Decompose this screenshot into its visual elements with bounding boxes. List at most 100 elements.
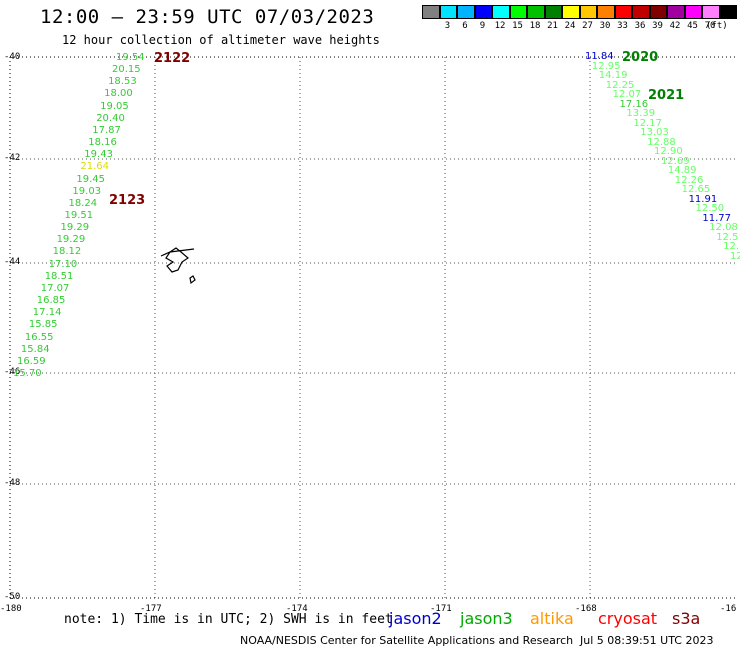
wave-height-value: 13.39 — [626, 108, 656, 120]
wave-height-value: 17.16 — [619, 98, 649, 110]
wave-height-value: 12. — [723, 241, 739, 253]
wave-height-value: 11.91 — [688, 193, 718, 205]
color-legend-swatch — [474, 5, 492, 19]
wave-height-value: 15.70 — [13, 368, 42, 379]
wave-height-value: 17.10 — [48, 258, 78, 270]
color-legend-label: 24 — [564, 21, 576, 31]
color-legend-label: 15 — [512, 21, 523, 31]
color-legend-swatch — [509, 5, 527, 19]
wave-height-value: 19.43 — [84, 149, 113, 161]
color-legend-swatch — [684, 5, 702, 19]
wave-height-value: 17.07 — [40, 282, 70, 294]
color-legend-swatch — [544, 5, 562, 19]
color-legend-label: 18 — [529, 21, 541, 31]
pass-label: 2021 — [648, 88, 685, 103]
color-legend-swatch — [457, 5, 475, 19]
map-title: 12:00 — 23:59 UTC 07/03/2023 — [40, 6, 375, 28]
wave-height-value: 11.77 — [702, 212, 732, 224]
color-legend-label: 33 — [617, 21, 628, 31]
satellite-cryosat: cryosat — [598, 609, 658, 628]
generation-timestamp: Jul 5 08:39:51 UTC 2023 — [580, 634, 714, 647]
wave-height-value: 19.29 — [56, 234, 86, 246]
wave-height-value: 12.26 — [674, 174, 704, 186]
wave-height-value: 17.87 — [92, 124, 121, 136]
wave-height-value: 19.29 — [60, 222, 90, 234]
wave-height-value: 12.88 — [647, 136, 676, 148]
color-legend-swatch — [649, 5, 667, 19]
wave-height-value: 18.24 — [68, 197, 98, 209]
color-legend-swatch — [527, 5, 545, 19]
color-legend-swatch — [702, 5, 720, 19]
color-legend-swatch — [597, 5, 615, 19]
wave-height-value: 17.14 — [32, 307, 62, 319]
wave-height-value: 16.85 — [36, 295, 66, 307]
color-legend-swatch — [562, 5, 580, 19]
footer-note: note: 1) Time is in UTC; 2) SWH is in fe… — [64, 612, 393, 627]
color-legend-swatch — [614, 5, 632, 19]
chatham-islands-landmass — [160, 247, 196, 285]
lon-tick-label: -177 — [140, 604, 162, 614]
wave-height-value: 18.00 — [104, 88, 133, 100]
wave-height-value: 11.84 — [585, 51, 614, 62]
color-legend-label: 42 — [669, 21, 681, 31]
wave-height-value: 19.05 — [100, 100, 129, 112]
color-legend-label: 9 — [479, 21, 486, 31]
lon-tick-label: -180 — [0, 604, 22, 614]
wave-height-value: 18.12 — [52, 246, 82, 258]
color-legend-label: 27 — [582, 21, 593, 31]
pass-label: 2122 — [154, 51, 191, 66]
color-legend-swatch — [422, 5, 440, 19]
color-legend-label: 12 — [494, 21, 506, 31]
wave-height-value: 16.55 — [24, 331, 54, 343]
color-legend-unit: (ft) — [706, 21, 728, 31]
satellite-jason3: jason3 — [460, 609, 513, 628]
wave-height-value: 19.45 — [76, 173, 106, 185]
wave-height-value: 21.64 — [80, 161, 109, 173]
wave-height-value: 18.53 — [108, 76, 137, 88]
wave-height-value: 19.54 — [116, 52, 145, 63]
wave-height-value: 19.03 — [72, 185, 102, 197]
wave-height-value: 16.59 — [16, 355, 46, 367]
credit-text: NOAA/NESDIS Center for Satellite Applica… — [240, 634, 574, 647]
pass-label: 2123 — [109, 193, 146, 208]
color-legend-swatch — [579, 5, 597, 19]
wave-height-value: 12.17 — [633, 117, 662, 129]
lon-tick-label: -171 — [430, 604, 452, 614]
wave-height-value: 20.15 — [112, 64, 141, 76]
color-legend-label: 3 — [444, 21, 451, 31]
wave-height-value: 13.03 — [640, 127, 669, 139]
color-legend-swatch — [667, 5, 685, 19]
wave-height-value: 18.51 — [44, 270, 74, 282]
wave-height-value: 12.69 — [660, 155, 690, 167]
color-legend-label: 70 — [704, 21, 716, 31]
color-legend-label: 39 — [652, 21, 663, 31]
lat-tick-label: -46 — [4, 367, 21, 377]
color-legend-swatch — [632, 5, 650, 19]
grid-lines — [10, 57, 736, 598]
wave-height-value: 12.08 — [709, 222, 738, 234]
satellite-s3a: s3a — [672, 609, 701, 628]
lon-tick-label: -16 — [720, 604, 737, 614]
color-legend-swatch — [719, 5, 737, 19]
lat-tick-label: -40 — [4, 52, 21, 62]
wave-height-value: 12.07 — [612, 89, 642, 101]
wave-height-value: 20.40 — [96, 112, 125, 124]
color-legend-label: 36 — [634, 21, 646, 31]
lon-tick-label: -168 — [575, 604, 597, 614]
lat-tick-label: -44 — [4, 257, 21, 267]
wave-height-value: 15.85 — [28, 319, 58, 331]
wave-height-value: 12.90 — [654, 146, 683, 158]
color-legend-label: 30 — [599, 21, 611, 31]
wave-height-value: 12 — [730, 251, 740, 262]
wave-height-value: 18.16 — [88, 137, 117, 149]
wave-height-value: 14.19 — [598, 70, 628, 82]
wave-height-value: 12.95 — [591, 60, 621, 72]
lat-tick-label: -42 — [4, 153, 21, 163]
color-legend-swatch — [492, 5, 510, 19]
map-subtitle: 12 hour collection of altimeter wave hei… — [62, 33, 380, 47]
wave-height-value: 12.25 — [605, 79, 635, 91]
satellite-jason2: jason2 — [389, 609, 442, 628]
lat-tick-label: -50 — [4, 592, 21, 602]
wave-height-value: 15.84 — [20, 343, 50, 355]
